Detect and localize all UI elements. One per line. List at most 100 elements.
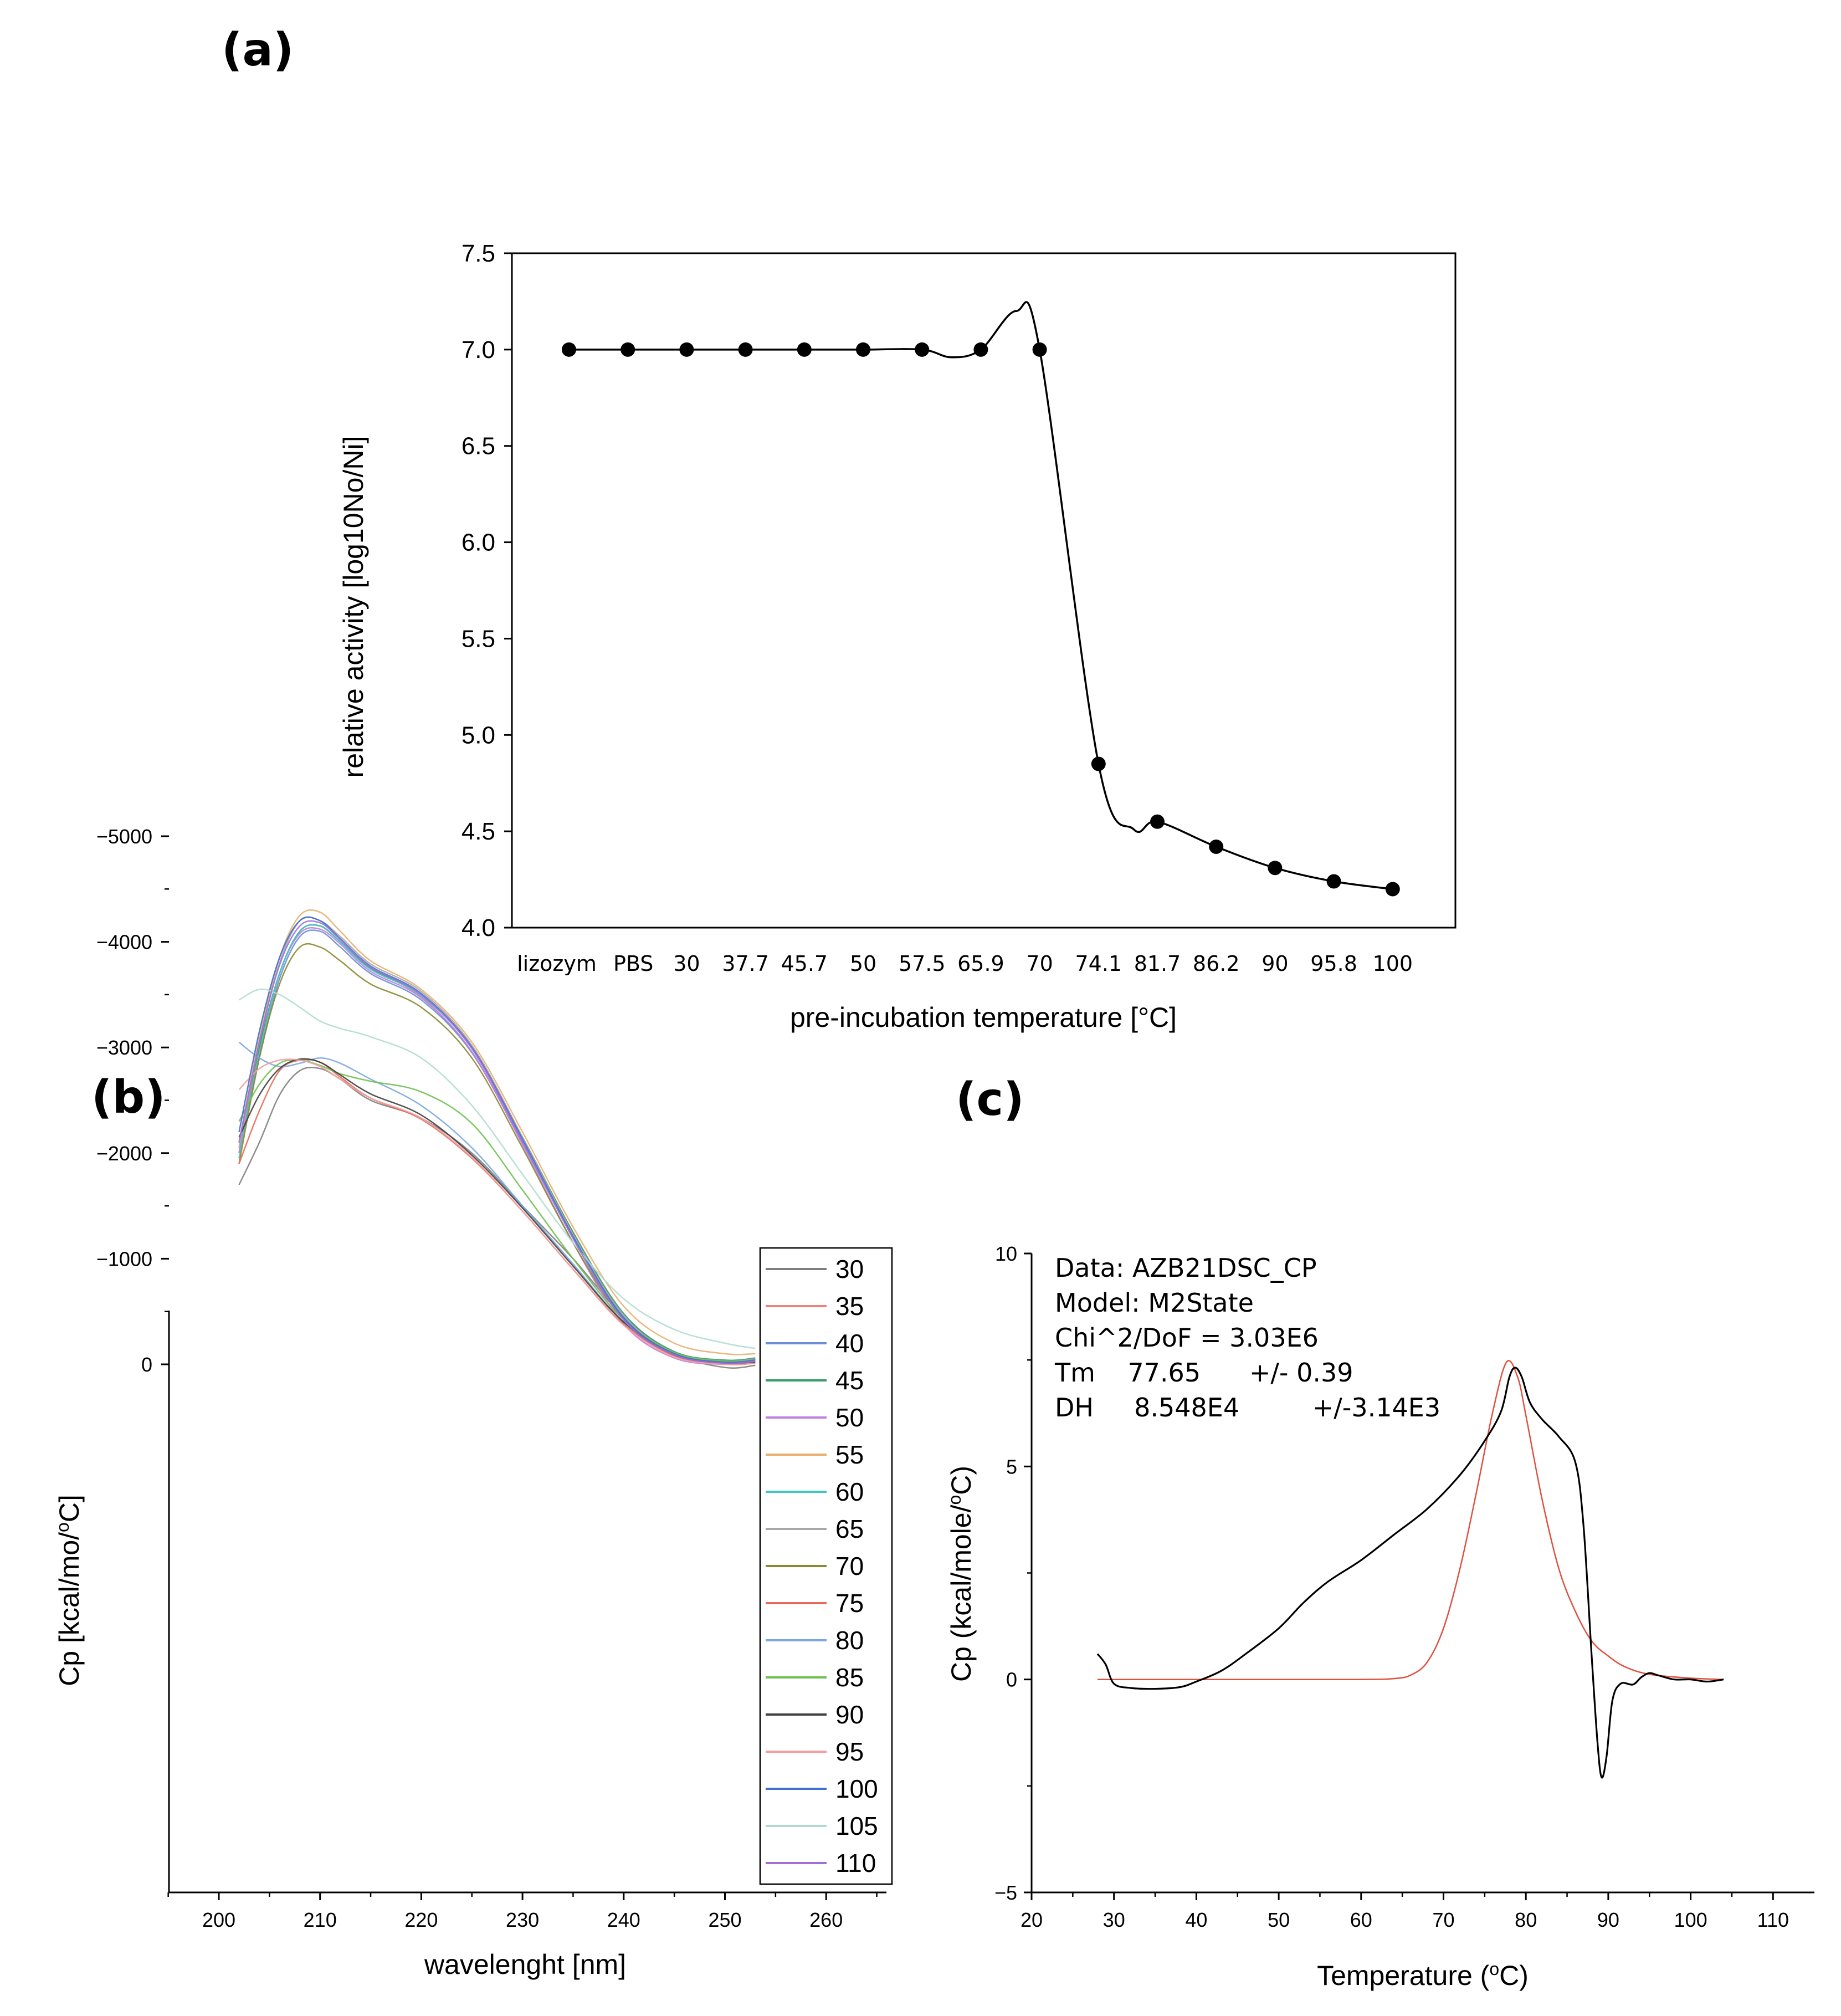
chart-c-xtick-label: 110 xyxy=(1757,1908,1789,1931)
chart-b-series-65 xyxy=(238,916,756,1362)
chart-a-xtick-label: 65.9 xyxy=(957,951,1004,976)
chart-b-series-45 xyxy=(238,924,756,1362)
chart-a-point-50 xyxy=(856,342,870,357)
chart-b-series-40 xyxy=(238,929,756,1362)
chart-b-series-90 xyxy=(238,1058,756,1365)
chart-c-info-line: DH 8.548E4 +/-3.14E3 xyxy=(1055,1393,1440,1423)
chart-c-info-line: Chi^2/DoF = 3.03E6 xyxy=(1055,1323,1319,1353)
chart-b-legend-label: 80 xyxy=(835,1626,864,1655)
chart-b-legend-label: 65 xyxy=(835,1514,864,1543)
chart-c-xtick-label: 40 xyxy=(1185,1908,1207,1931)
chart-a-xtick-label: 37.7 xyxy=(722,951,769,976)
chart-c-info-line: Tm 77.65 +/- 0.39 xyxy=(1054,1358,1353,1388)
chart-b-series-30 xyxy=(238,1067,756,1369)
chart-c-ytick-label: 0 xyxy=(1006,1669,1017,1691)
chart-a-point-81.7 xyxy=(1150,814,1165,829)
chart-a-point-90 xyxy=(1268,861,1283,876)
chart-a-xtick-label: PBS xyxy=(613,951,653,976)
chart-b-legend-label: 70 xyxy=(835,1552,864,1580)
chart-a-point-95.8 xyxy=(1326,874,1341,889)
chart-b-legend-label: 95 xyxy=(835,1737,864,1766)
chart-a-point-65.9 xyxy=(973,342,988,357)
chart-b-series-100 xyxy=(238,916,756,1363)
chart-b-ylabel: Cp [kcal/mo/oC] xyxy=(53,1495,85,1686)
chart-c-ylabel: Cp (kcal/mole/oC) xyxy=(945,1466,977,1682)
chart-b-ytick-label: −3000 xyxy=(96,1036,152,1059)
chart-b-legend-label: 90 xyxy=(835,1700,864,1729)
chart-a-ytick-label: 5.5 xyxy=(461,625,495,652)
chart-b-legend-label: 45 xyxy=(835,1366,864,1395)
chart-c-info-line: Model: M2State xyxy=(1055,1288,1254,1318)
chart-b-ytick-label: −4000 xyxy=(96,931,152,954)
chart-b-series-110 xyxy=(238,920,756,1364)
chart-b-series-105 xyxy=(238,988,756,1349)
chart-a-xtick-label: 90 xyxy=(1261,951,1288,976)
chart-b-xtick-label: 230 xyxy=(506,1908,539,1931)
chart-b-ytick-label: −1000 xyxy=(96,1247,152,1270)
chart-b: 0 −1000 −2000 −3000 −4000 −5000 200 210 220 230 2… xyxy=(53,825,893,1980)
chart-b-series-35 xyxy=(238,924,756,1365)
chart-b-xtick-label: 240 xyxy=(607,1908,640,1931)
chart-b-ytick-label: 0 xyxy=(141,1353,152,1376)
chart-a-xtick-label: 100 xyxy=(1373,951,1413,976)
chart-c-xtick-label: 80 xyxy=(1515,1908,1537,1931)
chart-b-legend-label: 105 xyxy=(835,1812,878,1840)
chart-a-xtick-label: 30 xyxy=(673,951,700,976)
chart-a-point-74.1 xyxy=(1091,756,1106,771)
chart-c-series-fit xyxy=(1098,1360,1724,1681)
chart-a-xtick-label: 57.5 xyxy=(899,951,946,976)
chart-c-ytick-label: 5 xyxy=(1006,1455,1017,1478)
panel-label-c: (c) xyxy=(956,1073,1024,1126)
chart-b-legend-label: 50 xyxy=(835,1403,864,1432)
chart-a-point-37.7 xyxy=(738,342,753,357)
chart-c-xtick-label: 70 xyxy=(1432,1908,1454,1931)
chart-c-xtick-label: 30 xyxy=(1103,1908,1125,1931)
chart-a-xtick-label: lizozym xyxy=(517,951,597,976)
chart-a-smooth-line xyxy=(569,301,1393,891)
chart-c-ytick-label: 10 xyxy=(995,1242,1017,1265)
chart-c-info-line: Data: AZB21DSC_CP xyxy=(1055,1253,1317,1283)
chart-a-xlabel: pre-incubation temperature [°C] xyxy=(790,1002,1177,1033)
chart-c-xtick-label: 90 xyxy=(1597,1908,1619,1931)
chart-a-ylabel: relative activity [log10No/Ni] xyxy=(338,436,369,778)
chart-b-legend-label: 75 xyxy=(835,1589,864,1618)
chart-c-ytick-label: −5 xyxy=(994,1881,1017,1904)
chart-a-ytick-label: 7.5 xyxy=(461,240,495,267)
chart-c-xtick-label: 60 xyxy=(1350,1908,1372,1931)
chart-a-frame xyxy=(511,252,1457,929)
chart-b-xtick-label: 220 xyxy=(404,1908,438,1931)
chart-b-series-95 xyxy=(238,1058,756,1365)
chart-a-point-86.2 xyxy=(1209,839,1224,854)
chart-a-point-57.5 xyxy=(915,342,930,357)
chart-b-legend-label: 100 xyxy=(835,1774,878,1803)
chart-b-xtick-label: 260 xyxy=(809,1908,843,1931)
chart-b-legend-label: 55 xyxy=(835,1440,864,1469)
chart-b-ytick-label: −5000 xyxy=(96,825,152,848)
chart-b-legend-label: 60 xyxy=(835,1477,864,1506)
chart-b-legend-label: 85 xyxy=(835,1663,864,1692)
panel-label-a: (a) xyxy=(222,24,294,76)
chart-a-point-45.7 xyxy=(797,342,812,357)
chart-b-legend-label: 110 xyxy=(835,1849,876,1877)
chart-b-xtick-label: 250 xyxy=(708,1908,741,1931)
chart-b-series-75 xyxy=(238,1058,756,1365)
chart-c-series-data xyxy=(1096,1367,1724,1779)
chart-b-series-50 xyxy=(238,927,756,1365)
chart-b-series-60 xyxy=(238,924,756,1363)
chart-a-xtick-label: 74.1 xyxy=(1075,951,1122,976)
panel-label-b: (b) xyxy=(91,1071,166,1124)
chart-a-ytick-label: 7.0 xyxy=(461,336,495,364)
chart-a-ytick-label: 4.0 xyxy=(461,914,495,942)
chart-a-xtick-label: 95.8 xyxy=(1310,951,1357,976)
chart-c-xtick-label: 50 xyxy=(1268,1908,1290,1931)
chart-a-xtick-label: 86.2 xyxy=(1193,951,1240,976)
chart-b-series-85 xyxy=(238,1059,756,1363)
chart-a-xtick-label: 81.7 xyxy=(1134,951,1181,976)
chart-b-series-55 xyxy=(238,909,756,1355)
chart-a-point-lizozym xyxy=(562,342,576,357)
chart-a-ytick-label: 6.0 xyxy=(461,529,495,556)
chart-b-series-70 xyxy=(238,943,756,1363)
chart-b-legend-label: 40 xyxy=(835,1329,864,1358)
chart-b-legend-label: 30 xyxy=(835,1255,864,1283)
chart-b-xtick-label: 210 xyxy=(304,1908,337,1931)
